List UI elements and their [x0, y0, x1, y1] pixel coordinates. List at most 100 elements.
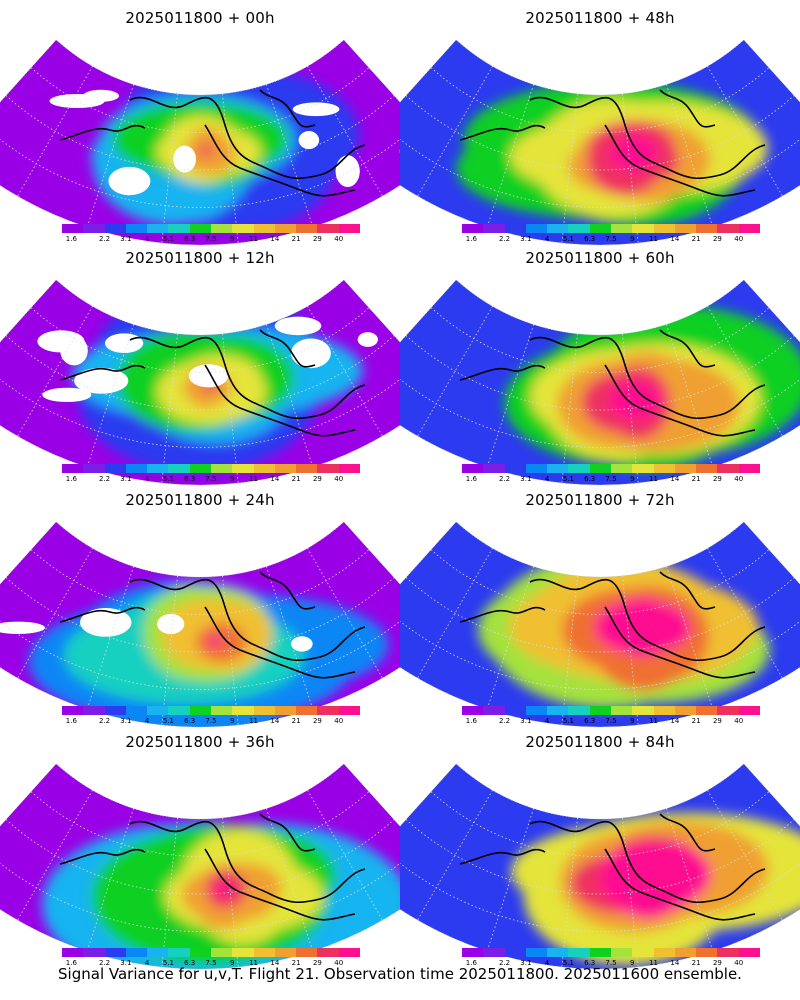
- colorbar-segment: [338, 948, 360, 957]
- coastline: [259, 813, 316, 852]
- map-panel: 2025011800 + 48h 1.6 2.2 3.1 4 5.1 6.3 7.5 9 11 14…: [400, 0, 800, 246]
- colorbar-label: 5.1: [562, 959, 574, 967]
- map-missing-area: [298, 131, 320, 150]
- colorbar-label: 7.5: [605, 235, 617, 243]
- map-missing-area: [74, 367, 129, 394]
- colorbar-label: 6.3: [584, 959, 596, 967]
- graticule-meridian: [666, 324, 714, 468]
- colorbar-label: 7.5: [205, 959, 217, 967]
- map-missing-area: [173, 145, 196, 173]
- colorbar: [62, 948, 360, 957]
- colorbar-label: 7.5: [605, 959, 617, 967]
- colorbar-label: 1.6: [465, 959, 477, 967]
- colorbar-segment: [653, 464, 675, 473]
- coastline: [459, 364, 546, 381]
- map-missing-area: [292, 102, 340, 117]
- colorbar: [62, 706, 360, 715]
- coastline: [59, 606, 146, 623]
- colorbar-label: 21: [291, 717, 301, 725]
- colorbar-segment: [274, 948, 297, 957]
- colorbar-segment: [610, 706, 633, 715]
- colorbar-label: 14: [670, 717, 680, 725]
- colorbar-segment: [696, 706, 718, 715]
- colorbar-segment: [738, 224, 760, 233]
- map-missing-area: [290, 338, 331, 369]
- colorbar-label: 2.2: [498, 235, 511, 243]
- colorbar-segment: [168, 948, 190, 957]
- colorbar-label: 3.1: [520, 959, 532, 967]
- colorbar-label: 40: [334, 959, 344, 967]
- graticule-meridian: [561, 333, 578, 484]
- graticule-meridian: [622, 575, 639, 726]
- colorbar-label: 21: [691, 235, 701, 243]
- coastline: [129, 336, 366, 420]
- graticule-meridian: [622, 93, 639, 244]
- colorbar-segment: [504, 224, 526, 233]
- panel-title: 2025011800 + 00h: [125, 9, 275, 27]
- colorbar-label: 2.2: [498, 475, 511, 483]
- colorbar: [462, 706, 760, 715]
- graticule-meridian: [561, 817, 578, 968]
- coastline: [459, 848, 546, 865]
- colorbar-label: 3.1: [520, 717, 532, 725]
- colorbar-segment: [674, 948, 697, 957]
- colorbar-label: 5.1: [162, 235, 174, 243]
- colorbar-segment: [147, 224, 169, 233]
- graticule-parallel: [5, 819, 395, 895]
- colorbar-label: 4: [544, 959, 550, 967]
- coastline: [529, 820, 766, 904]
- graticule-meridian: [86, 566, 134, 710]
- colorbar-label: 21: [691, 475, 701, 483]
- graticule-meridian: [307, 789, 383, 921]
- colorbar-label: 3.1: [120, 717, 132, 725]
- colorbar-label: 9: [630, 717, 635, 725]
- map-missing-area: [105, 333, 144, 354]
- colorbar-segment: [125, 464, 148, 473]
- panel-title: 2025011800 + 12h: [125, 249, 275, 267]
- colorbar-segment: [547, 706, 569, 715]
- map-panel: 2025011800 + 36h 1.6 2.2 3.1 4 5.1 6.3 7.5 9 11 14…: [0, 724, 400, 970]
- coastline: [459, 124, 546, 141]
- map-panel: 2025011800 + 00h 1.6 2.2 3.1 4 5.1 6.3 7.5 9 11 14…: [0, 0, 400, 246]
- colorbar-segment: [296, 706, 318, 715]
- colorbar-label: 9: [630, 235, 635, 243]
- map-field-blob: [214, 884, 232, 896]
- colorbar-segment: [317, 224, 339, 233]
- colorbar-segment: [738, 948, 760, 957]
- colorbar-labels: 1.6 2.2 3.1 4 5.1 6.3 7.5 9 11 14 21 29 40: [62, 475, 360, 485]
- colorbar-label: 2.2: [498, 717, 511, 725]
- colorbar-segment: [189, 224, 211, 233]
- colorbar-label: 6.3: [184, 475, 196, 483]
- colorbar-segment: [547, 464, 569, 473]
- coastline: [659, 813, 716, 852]
- colorbar-segment: [338, 464, 360, 473]
- panel-title: 2025011800 + 84h: [525, 733, 675, 751]
- colorbar-segment: [168, 706, 190, 715]
- graticule-meridian: [17, 305, 93, 437]
- colorbar-segment: [125, 224, 148, 233]
- map-plot: [0, 763, 400, 970]
- colorbar-segment: [147, 464, 169, 473]
- coastline: [659, 571, 716, 610]
- colorbar-label: 14: [670, 959, 680, 967]
- panel-title: 2025011800 + 24h: [125, 491, 275, 509]
- colorbar-segment: [589, 948, 611, 957]
- colorbar-segment: [62, 464, 84, 473]
- graticule-meridian: [222, 817, 239, 968]
- graticule-meridian: [161, 93, 178, 244]
- coastline: [529, 336, 766, 420]
- map-missing-area: [0, 621, 45, 634]
- graticule-meridian: [486, 808, 534, 952]
- graticule-meridian: [666, 808, 714, 952]
- colorbar-label: 4: [544, 475, 550, 483]
- colorbar: [62, 464, 360, 473]
- colorbar-segment: [62, 706, 84, 715]
- colorbar-segment: [317, 706, 339, 715]
- colorbar-segment: [168, 464, 190, 473]
- colorbar-label: 14: [670, 235, 680, 243]
- colorbar-label: 21: [691, 959, 701, 967]
- graticule-meridian: [707, 547, 783, 679]
- colorbar-segment: [568, 706, 590, 715]
- colorbar-segment: [274, 464, 297, 473]
- graticule-parallel: [5, 577, 395, 653]
